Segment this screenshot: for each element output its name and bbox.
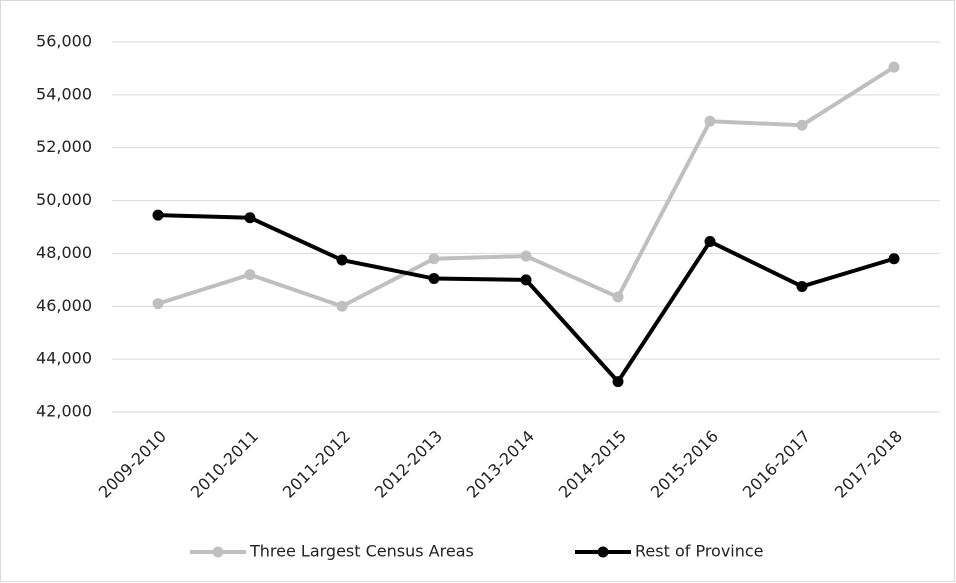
y-tick-label: 56,000 (36, 32, 92, 51)
data-point (520, 274, 532, 286)
data-point (704, 236, 716, 248)
legend-marker (212, 546, 224, 558)
legend-label: Three Largest Census Areas (249, 542, 474, 561)
legend-marker (597, 546, 609, 558)
data-point (888, 61, 900, 73)
data-point (612, 291, 624, 303)
data-point (612, 376, 624, 388)
data-point (336, 300, 348, 312)
data-point (244, 269, 256, 281)
data-point (796, 280, 808, 292)
y-tick-label: 46,000 (36, 296, 92, 315)
data-point (152, 209, 164, 221)
data-point (152, 298, 164, 310)
y-tick-label: 54,000 (36, 84, 92, 103)
data-point (520, 250, 532, 262)
y-tick-label: 44,000 (36, 349, 92, 368)
y-tick-label: 52,000 (36, 137, 92, 156)
y-tick-label: 48,000 (36, 243, 92, 262)
data-point (336, 254, 348, 266)
data-point (244, 212, 256, 224)
data-point (704, 115, 716, 127)
legend-label: Rest of Province (635, 542, 764, 561)
data-point (796, 119, 808, 131)
data-point (428, 253, 440, 265)
y-tick-label: 50,000 (36, 190, 92, 209)
y-tick-label: 42,000 (36, 402, 92, 421)
data-point (888, 253, 900, 265)
data-point (428, 273, 440, 285)
